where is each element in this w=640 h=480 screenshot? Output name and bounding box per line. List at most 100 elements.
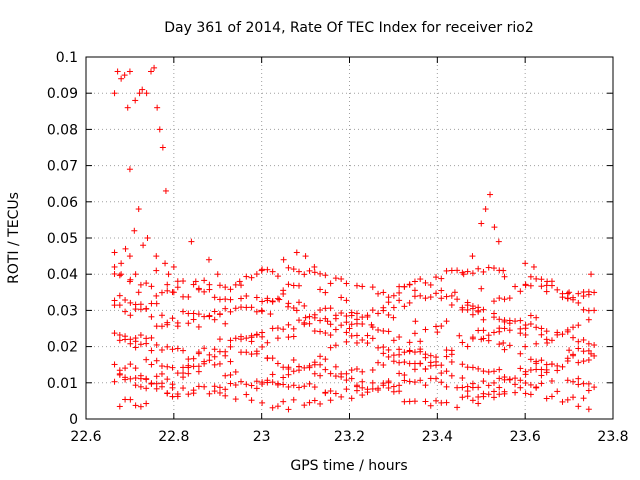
data-point: [591, 352, 598, 359]
data-point: [132, 382, 139, 389]
data-point: [264, 266, 271, 273]
data-point: [485, 382, 492, 389]
data-point: [211, 388, 218, 395]
data-point: [570, 351, 577, 358]
data-point: [132, 271, 139, 278]
data-point: [322, 356, 329, 363]
data-point: [180, 308, 187, 315]
data-point: [158, 363, 165, 370]
data-point: [375, 310, 382, 317]
data-point: [427, 402, 434, 409]
data-point: [280, 364, 287, 371]
data-point: [438, 362, 445, 369]
data-point: [306, 399, 313, 406]
data-point: [564, 326, 571, 333]
data-point: [343, 280, 350, 287]
data-point: [475, 393, 482, 400]
data-point: [575, 299, 582, 306]
data-point: [311, 263, 318, 270]
data-point: [211, 308, 218, 315]
data-point: [285, 365, 292, 372]
data-point: [311, 328, 318, 335]
data-point: [338, 275, 345, 282]
data-point: [443, 318, 450, 325]
data-point: [169, 393, 176, 400]
data-point: [469, 397, 476, 404]
data-point: [327, 388, 334, 395]
x-tick-label: 22.6: [70, 429, 101, 445]
data-point: [390, 314, 397, 321]
data-point: [132, 402, 139, 409]
data-point: [480, 316, 487, 323]
data-point: [353, 310, 360, 317]
data-point: [174, 323, 181, 330]
data-point: [122, 296, 129, 303]
data-point: [464, 268, 471, 275]
data-point: [522, 390, 529, 397]
data-point: [290, 357, 297, 364]
data-point: [406, 398, 413, 405]
data-point: [311, 269, 318, 276]
data-point: [359, 368, 366, 375]
data-point: [222, 348, 229, 355]
data-point: [348, 367, 355, 374]
data-point: [126, 278, 133, 285]
data-point: [201, 277, 208, 284]
data-point: [248, 351, 255, 358]
data-point: [180, 278, 187, 285]
data-point: [554, 331, 561, 338]
data-point: [195, 383, 202, 390]
data-point: [570, 324, 577, 331]
data-point: [317, 270, 324, 277]
data-point: [311, 370, 318, 377]
data-point: [501, 273, 508, 280]
data-point: [548, 282, 555, 289]
x-tick-label: 23.4: [422, 429, 453, 445]
data-point: [148, 361, 155, 368]
data-point: [443, 293, 450, 300]
data-point: [517, 384, 524, 391]
data-point: [143, 375, 150, 382]
data-point: [469, 253, 476, 260]
data-point: [438, 379, 445, 386]
y-tick-label: 0.02: [47, 340, 78, 356]
data-point: [454, 404, 461, 411]
data-point: [438, 399, 445, 406]
data-point: [396, 351, 403, 358]
data-point: [517, 317, 524, 324]
data-point: [380, 304, 387, 311]
data-point: [375, 359, 382, 366]
data-point: [411, 366, 418, 373]
data-point: [253, 378, 260, 385]
data-point: [369, 367, 376, 374]
data-point: [185, 391, 192, 398]
data-point: [500, 339, 507, 346]
data-point: [137, 341, 144, 348]
data-point: [490, 394, 497, 401]
data-point: [401, 303, 408, 310]
data-point: [274, 360, 281, 367]
data-point: [422, 366, 429, 373]
data-point: [570, 334, 577, 341]
data-point: [131, 227, 138, 234]
data-point: [148, 380, 155, 387]
data-point: [185, 310, 192, 317]
data-point: [338, 322, 345, 329]
data-point: [148, 347, 155, 354]
data-point: [564, 396, 571, 403]
data-point: [412, 318, 419, 325]
data-point: [343, 329, 350, 336]
data-point: [575, 375, 582, 382]
data-point: [485, 264, 492, 271]
data-point: [338, 393, 345, 400]
grid-lines: [86, 57, 613, 419]
data-point: [353, 339, 360, 346]
data-point: [506, 317, 513, 324]
data-point: [411, 287, 418, 294]
chart-title: Day 361 of 2014, Rate Of TEC Index for r…: [164, 20, 534, 36]
data-point: [490, 298, 497, 305]
data-point: [530, 263, 537, 270]
data-point: [295, 363, 302, 370]
data-point: [390, 358, 397, 365]
data-point: [164, 281, 171, 288]
